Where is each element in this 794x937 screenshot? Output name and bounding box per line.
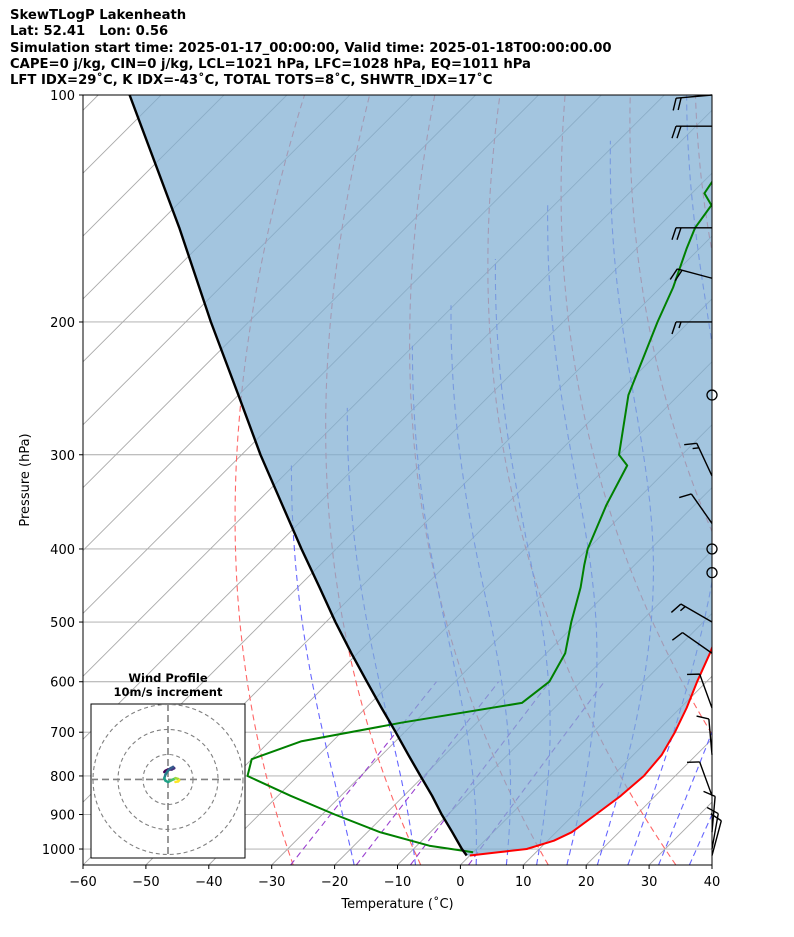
wind-barb-flag — [672, 97, 677, 111]
x-tick-label: −50 — [132, 875, 159, 890]
wind-barb — [679, 493, 713, 524]
wind-barb — [671, 632, 713, 654]
hodograph-segment — [174, 780, 180, 784]
wind-barb-staff — [699, 673, 713, 709]
wind-barb-staff — [677, 268, 713, 279]
parcel-line — [128, 95, 468, 857]
location-line: Lat: 52.41 Lon: 0.56 — [10, 24, 169, 40]
wind-barb — [706, 806, 719, 850]
isotherm-line — [83, 95, 225, 237]
y-tick-label: 100 — [50, 89, 75, 104]
wind-barb-flag — [687, 673, 700, 676]
y-tick-label: 500 — [50, 616, 75, 631]
x-tick-label: −20 — [321, 875, 348, 890]
dry-adiabat — [234, 95, 306, 865]
wind-barbs — [669, 94, 722, 856]
wind-barb-flag — [671, 632, 683, 641]
wind-barb-flag — [676, 125, 682, 139]
y-tick-label: 900 — [50, 809, 75, 824]
wind-barb-staff — [708, 718, 713, 755]
cape-line: CAPE=0 j/kg, CIN=0 j/kg, LCL=1021 hPa, L… — [10, 56, 531, 72]
wind-barb-flag — [671, 321, 677, 335]
wind-barb-flag — [703, 790, 716, 798]
y-tick-label: 600 — [50, 676, 75, 691]
y-tick-label: 400 — [50, 543, 75, 558]
wind-barb — [696, 715, 713, 755]
moist-adiabat — [290, 465, 355, 865]
wind-barb — [670, 603, 713, 623]
x-tick-label: 30 — [641, 875, 658, 890]
wind-barb-half — [679, 606, 686, 612]
x-tick-label: −60 — [69, 875, 96, 890]
chart-header: SkewTLogP Lakenheath Lat: 52.41 Lon: 0.5… — [10, 8, 612, 89]
wind-barb-staff — [696, 442, 713, 477]
wind-barb-flag — [671, 227, 677, 240]
index-line: LFT IDX=29˚C, K IDX=-43˚C, TOTAL TOTS=8˚… — [10, 73, 493, 89]
isotherm-line — [711, 864, 712, 865]
wind-barb — [671, 227, 712, 240]
wind-barb — [671, 125, 712, 139]
wind-barb — [672, 94, 713, 111]
plot-area — [83, 95, 794, 865]
wind-barb-staff — [711, 813, 719, 850]
wind-barb-flag — [679, 493, 692, 499]
wind-barb — [710, 813, 722, 856]
y-axis-label: Pressure (hPa) — [18, 433, 33, 526]
y-tick-label: 300 — [50, 449, 75, 464]
x-tick-label: 0 — [456, 875, 464, 890]
wind-barb-flag — [671, 125, 677, 139]
dry-adiabat — [761, 95, 794, 865]
wind-barb-flag — [710, 813, 722, 822]
wind-barb-half — [678, 321, 682, 329]
wind-barb-staff — [711, 820, 722, 856]
wind-barb-staff — [682, 632, 713, 654]
wind-barb-calm — [706, 566, 718, 579]
wind-barb — [684, 442, 713, 477]
wind-barb-flag — [669, 268, 678, 280]
hodograph-area — [91, 704, 245, 858]
x-tick-label: −30 — [258, 875, 285, 890]
y-tick-label: 700 — [50, 726, 75, 741]
x-axis-label: Temperature (˚C) — [340, 896, 453, 912]
wind-barb-flag — [677, 97, 682, 111]
y-tick-label: 1000 — [42, 843, 75, 858]
y-tick-label: 200 — [50, 316, 75, 331]
x-tick-label: 10 — [515, 875, 532, 890]
temperature-line — [469, 645, 712, 857]
wind-barb-staff — [680, 603, 713, 623]
dewpoint-line — [246, 180, 712, 854]
isotherm-line — [83, 95, 288, 300]
wind-barb — [687, 761, 713, 797]
wind-barb-flag — [706, 806, 719, 815]
wind-barb-flag — [687, 761, 700, 764]
hodograph-subtitle: 10m/s increment — [114, 685, 223, 699]
wind-barb — [703, 790, 716, 833]
wind-barb-flag — [676, 227, 682, 240]
x-tick-label: 40 — [704, 875, 721, 890]
wind-barb-calm — [706, 389, 718, 401]
wind-barb-staff — [711, 796, 716, 833]
wind-barb — [669, 268, 713, 282]
wind-barb-calm — [706, 543, 718, 555]
wind-barb-half — [692, 447, 699, 450]
wind-barb-flag — [684, 442, 697, 446]
wind-barb-flag — [670, 603, 682, 613]
wind-barb-flag — [674, 269, 683, 282]
wind-barb-staff — [676, 94, 713, 99]
cin-shading — [129, 95, 712, 856]
time-line: Simulation start time: 2025-01-17_00:00:… — [10, 40, 612, 56]
wind-barb-flag — [696, 715, 710, 720]
wind-barb-staff — [699, 761, 713, 797]
hodograph-title: Wind Profile — [128, 671, 208, 685]
y-tick-label: 800 — [50, 770, 75, 785]
moist-adiabat — [346, 407, 417, 865]
chart-title: SkewTLogP Lakenheath — [10, 8, 187, 23]
x-tick-label: −40 — [195, 875, 222, 890]
x-tick-label: −10 — [384, 875, 411, 890]
wind-barb — [671, 321, 712, 335]
wind-barb — [687, 673, 713, 709]
x-tick-label: 20 — [578, 875, 595, 890]
wind-barb-staff — [690, 493, 713, 524]
